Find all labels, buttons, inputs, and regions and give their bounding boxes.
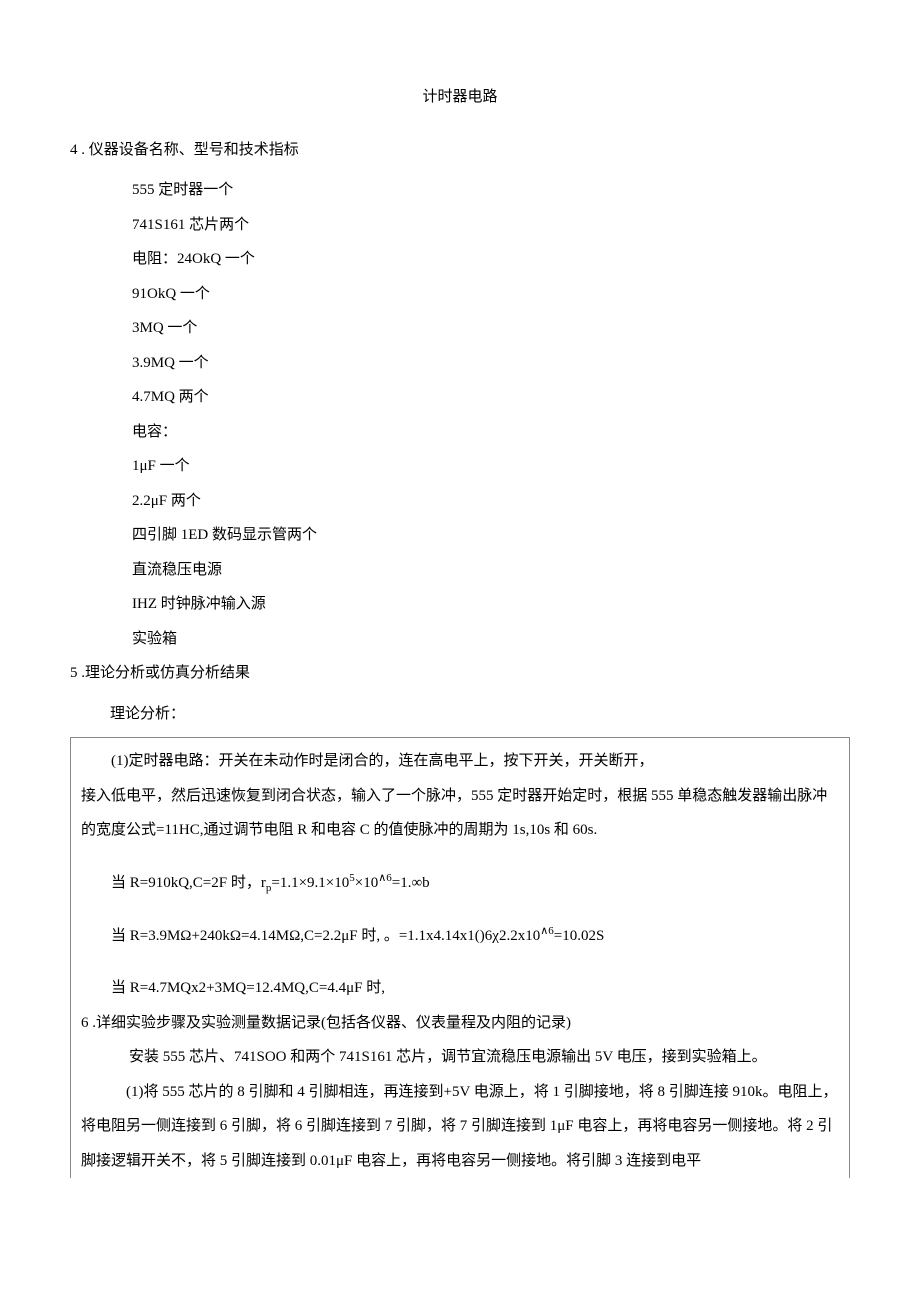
analysis-eq1: 当 R=910kQ,C=2F 时，rp=1.1×9.1×105×10∧6=1.∞…: [81, 866, 839, 901]
section4-item: 3MQ 一个: [70, 311, 850, 346]
section5-subheading: 理论分析：: [70, 697, 850, 732]
analysis-eq2: 当 R=3.9MΩ+240kΩ=4.14MΩ,C=2.2μF 时, 。=1.1x…: [81, 919, 839, 954]
analysis-eq3: 当 R=4.7MQx2+3MQ=12.4MQ,C=4.4μF 时,: [81, 971, 839, 1006]
section4-item: 91OkQ 一个: [70, 277, 850, 312]
analysis-p1a: (1)定时器电路：开关在未动作时是闭合的，连在高电平上，按下开关，开关断开，: [81, 744, 839, 779]
section4-item: 实验箱: [70, 622, 850, 657]
section4-item: 4.7MQ 两个: [70, 380, 850, 415]
section4-item: 2.2μF 两个: [70, 484, 850, 519]
section4-item: 电阻：24OkQ 一个: [70, 242, 850, 277]
section6-heading: 6 .详细实验步骤及实验测量数据记录(包括各仪器、仪表量程及内阻的记录): [81, 1006, 839, 1041]
section4-item: 741S161 芯片两个: [70, 208, 850, 243]
section4-heading: 4 . 仪器设备名称、型号和技术指标: [70, 133, 850, 168]
section4-item: IHZ 时钟脉冲输入源: [70, 587, 850, 622]
section4-item: 四引脚 1ED 数码显示管两个: [70, 518, 850, 553]
section6-p1: 安装 555 芯片、741SOO 和两个 741S161 芯片，调节宜流稳压电源…: [81, 1040, 839, 1075]
page-title: 计时器电路: [70, 80, 850, 115]
section4-item: 直流稳压电源: [70, 553, 850, 588]
section4-item: 3.9MQ 一个: [70, 346, 850, 381]
analysis-box: (1)定时器电路：开关在未动作时是闭合的，连在高电平上，按下开关，开关断开， 接…: [70, 737, 850, 1178]
section4-item: 1μF 一个: [70, 449, 850, 484]
section4-item: 电容：: [70, 415, 850, 450]
section5-heading: 5 .理论分析或仿真分析结果: [70, 656, 850, 691]
section6-p2: (1)将 555 芯片的 8 引脚和 4 引脚相连，再连接到+5V 电源上，将 …: [81, 1075, 839, 1179]
analysis-p1b: 接入低电平，然后迅速恢复到闭合状态，输入了一个脉冲，555 定时器开始定时，根据…: [81, 779, 839, 848]
section4-item: 555 定时器一个: [70, 173, 850, 208]
